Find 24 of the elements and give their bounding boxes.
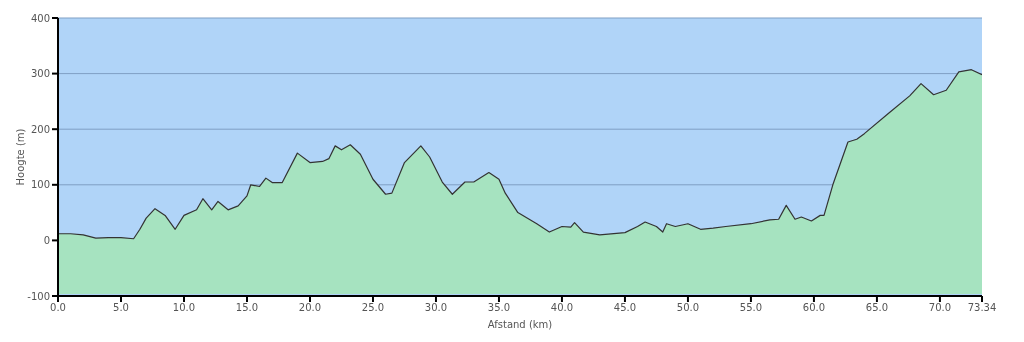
x-tick-label: 10.0 (172, 302, 196, 314)
x-tick-label: 50.0 (676, 302, 700, 314)
x-axis-title: Afstand (km) (487, 319, 553, 330)
x-tick-label: 55.0 (739, 302, 763, 314)
y-tick-label: 300 (30, 68, 50, 80)
x-tick-label: 60.0 (802, 302, 826, 314)
y-tick-label: 200 (30, 123, 50, 135)
x-tick-label: 73.34 (967, 302, 997, 314)
y-axis-title: Hoogte (m) (14, 128, 26, 186)
x-tick-label: 40.0 (550, 302, 574, 314)
y-tick-label: 400 (30, 12, 50, 24)
x-tick-label: 0.0 (50, 302, 66, 314)
x-tick-label: 20.0 (298, 302, 322, 314)
x-tick-label: 45.0 (613, 302, 637, 314)
x-tick-label: 35.0 (487, 302, 511, 314)
x-tick-label: 5.0 (113, 302, 129, 314)
y-tick-label: 0 (43, 234, 50, 246)
x-tick-label: 25.0 (361, 302, 385, 314)
x-tick-label: 70.0 (928, 302, 952, 314)
x-tick-label: 65.0 (865, 302, 889, 314)
x-tick-label: 15.0 (235, 302, 259, 314)
y-tick-label: -100 (27, 290, 50, 302)
x-tick-label: 30.0 (424, 302, 448, 314)
y-tick-label: 100 (30, 179, 50, 191)
